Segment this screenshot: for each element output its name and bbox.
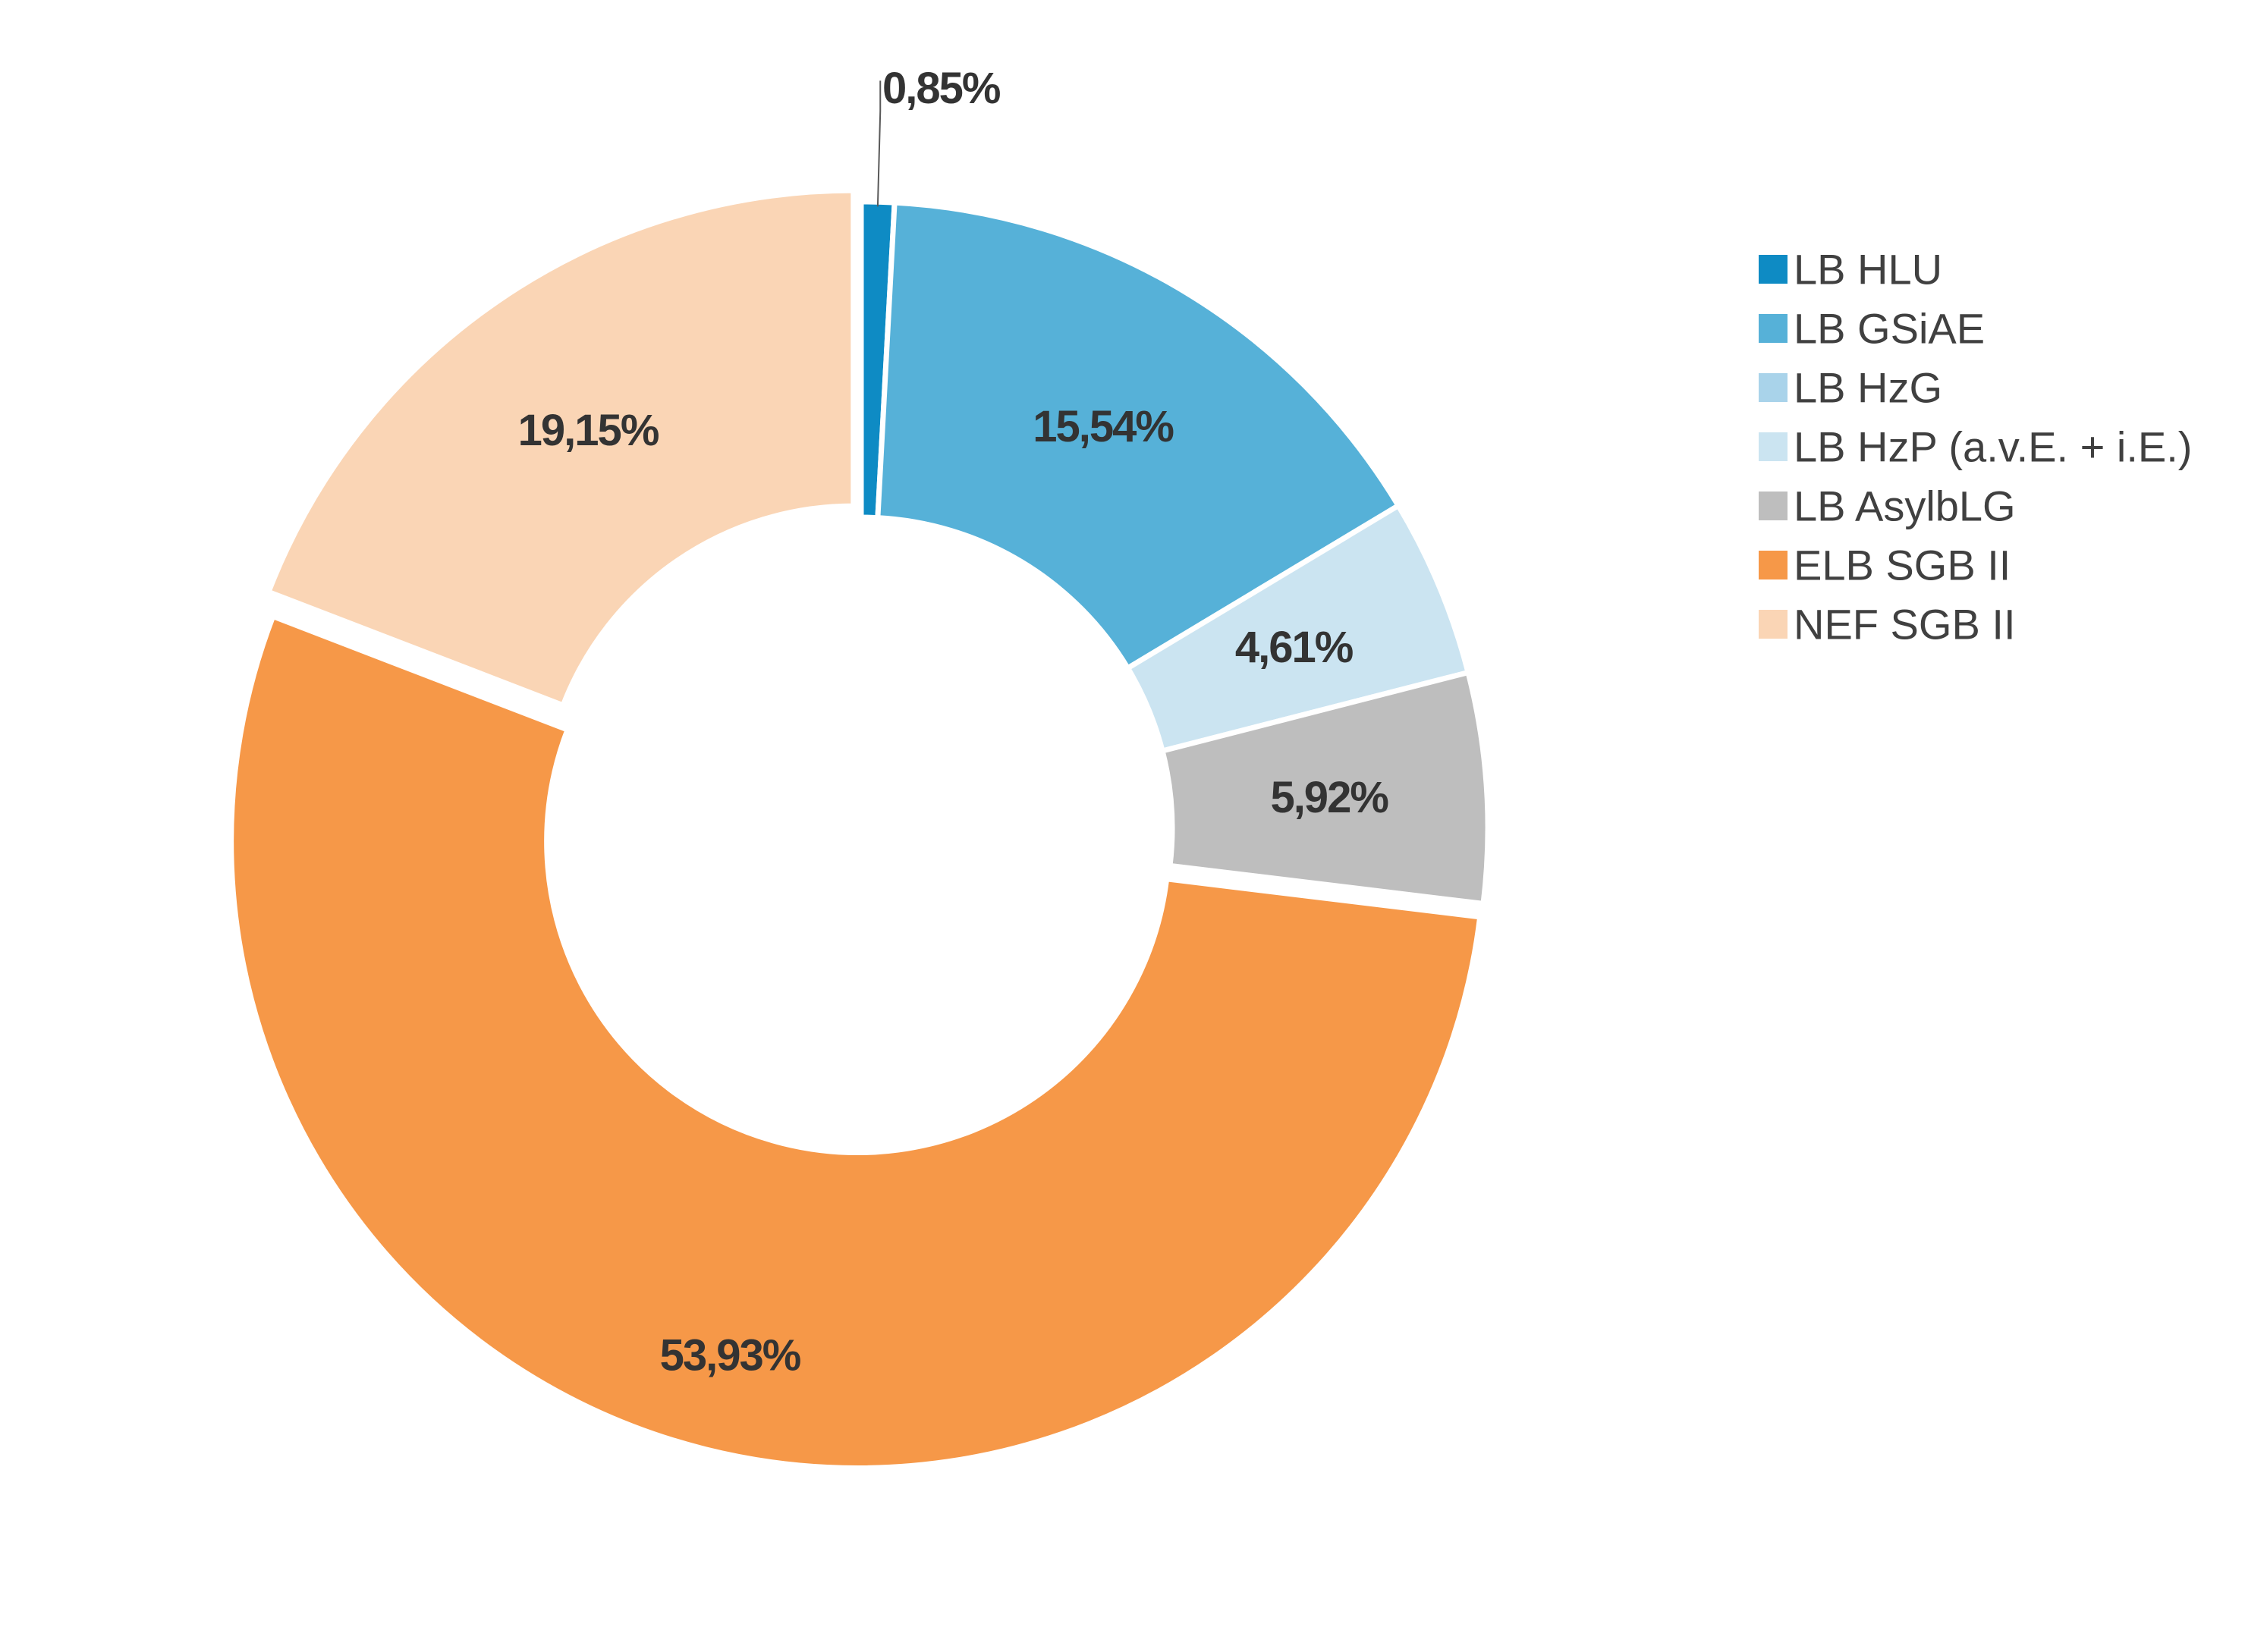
legend-swatch-lb-hzg (1759, 373, 1788, 402)
legend-label-lb-gsiae: LB GSiAE (1794, 305, 1985, 353)
slice-elb-sgb-ii (228, 613, 1483, 1471)
slice-nef-sgb-ii (265, 187, 857, 709)
donut-slices (228, 187, 1491, 1471)
data-labels: 0,85% 15,54% 4,61% 5,92% 53,93% 19,15% (518, 64, 1391, 1380)
data-label-lb-asylblg: 5,92% (1270, 773, 1388, 822)
legend-swatch-lb-gsiae (1759, 314, 1788, 343)
data-label-nef-sgb-ii: 19,15% (518, 406, 659, 455)
slice-lb-gsiae (875, 199, 1402, 672)
data-label-elb-sgb-ii: 53,93% (660, 1330, 801, 1380)
legend: LB HLU LB GSiAE LB HzG LB HzP (a.v.E. + i.E… (1759, 246, 2192, 649)
legend-swatch-elb-sgb-ii (1759, 551, 1788, 579)
legend-label-lb-hlu: LB HLU (1794, 246, 1942, 294)
legend-swatch-lb-asylblg (1759, 492, 1788, 520)
slice-lb-asylblg (1159, 669, 1491, 907)
leader-lines (876, 80, 882, 207)
legend-swatch-nef-sgb-ii (1759, 610, 1788, 639)
data-label-lb-hzp-a-v-e-i-e: 4,61% (1235, 623, 1354, 672)
data-label-lb-gsiae: 15,54% (1033, 402, 1174, 451)
legend-label-elb-sgb-ii: ELB SGB II (1794, 542, 2011, 589)
legend-label-lb-hzg: LB HzG (1794, 364, 1942, 412)
legend-swatch-lb-hlu (1759, 255, 1788, 284)
legend-label-lb-asylblg: LB AsylbLG (1794, 482, 2016, 530)
legend-swatch-lb-hzp-a-v-e-i-e (1759, 432, 1788, 461)
legend-label-lb-hzp-a-v-e-i-e: LB HzP (a.v.E. + i.E.) (1794, 423, 2192, 471)
leader-line-lb-hlu (876, 80, 882, 207)
data-label-lb-hlu: 0,85% (882, 64, 1001, 113)
legend-label-nef-sgb-ii: NEF SGB II (1794, 601, 2016, 649)
